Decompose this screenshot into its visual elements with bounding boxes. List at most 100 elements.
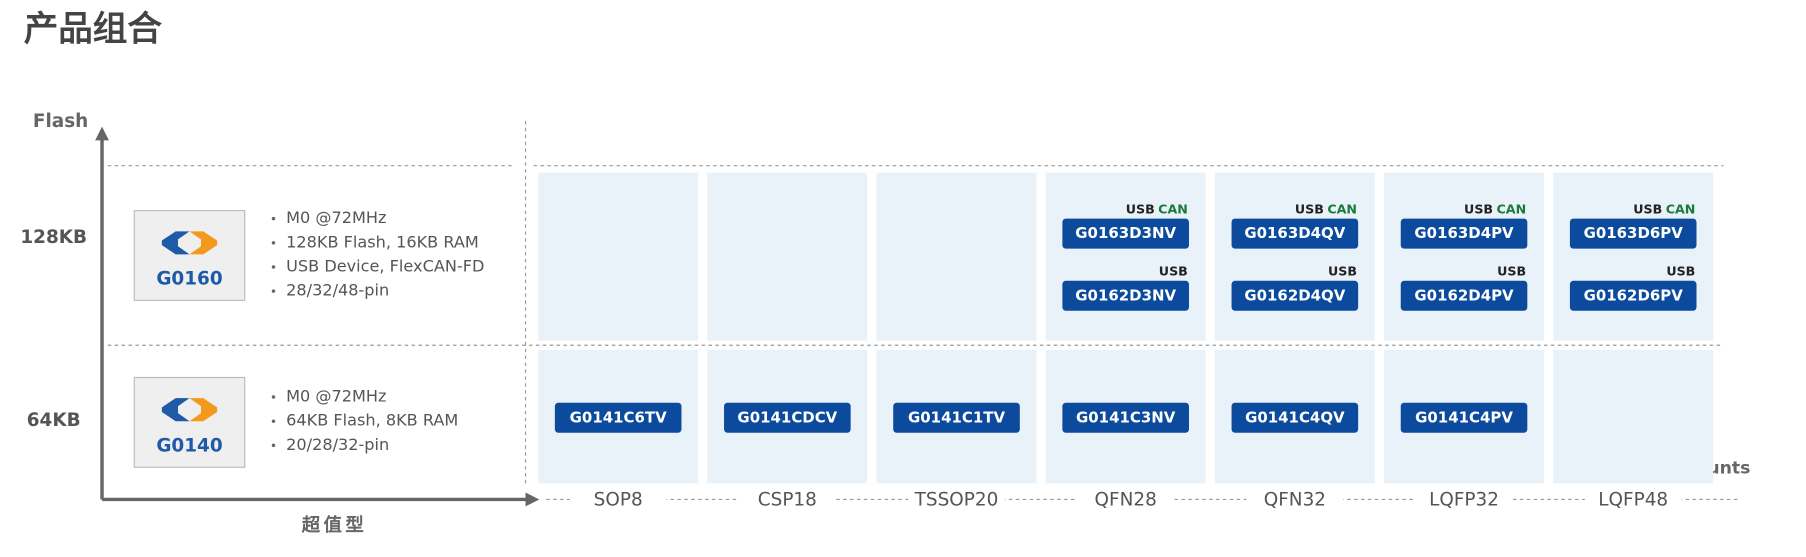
axes (95, 126, 540, 507)
part-button (1062, 402, 1189, 433)
column-label: QFN32 (1264, 490, 1326, 511)
part-tag: USB (1666, 263, 1695, 278)
part-tag: CAN (1158, 201, 1188, 216)
column-label: CSP18 (758, 490, 817, 511)
part-name: G0162D4PV (1414, 286, 1514, 304)
part-name: G0141C4QV (1245, 408, 1345, 426)
part-name: G0141CDCV (737, 408, 837, 426)
part-name: G0141C3NV (1076, 408, 1176, 426)
logo-blue (161, 398, 190, 422)
part-name: G0163D3NV (1075, 224, 1176, 242)
part-tags: USB (1666, 263, 1695, 278)
series-label: 超值型 (301, 514, 368, 536)
label-bg (1246, 487, 1344, 511)
logo-orange (189, 398, 218, 422)
label-bg (569, 487, 667, 511)
matrix: SOP8 CSP18 TSSOP20 QFN28 QFN32 LQFP32 LQFP48 12… (20, 172, 1714, 511)
part-button (1400, 280, 1528, 311)
part-button (893, 402, 1020, 433)
family-feature: 64KB Flash, 8KB RAM (286, 411, 458, 430)
part-name: G0162D6PV (1584, 286, 1684, 304)
part-button (554, 402, 682, 433)
family-feature: M0 @72MHz (286, 387, 386, 406)
bullet (271, 289, 276, 293)
part-tags: USB CAN (1464, 201, 1526, 216)
part-tag: USB (1295, 201, 1324, 216)
bullet (271, 443, 276, 448)
part-tag: CAN (1666, 201, 1696, 216)
cell (707, 172, 868, 341)
part-name: G0141C6TV (570, 408, 667, 426)
part-tag: USB (1464, 201, 1493, 216)
cell (1553, 349, 1714, 484)
cell (538, 172, 699, 341)
page-title: 产品组合 (24, 10, 163, 50)
family-name: G0140 (156, 436, 222, 457)
cell (1553, 172, 1714, 341)
column-label: LQFP32 (1429, 490, 1499, 511)
row-label: 64KB (27, 410, 81, 431)
part-button (1062, 218, 1189, 249)
part-name: G0141C1TV (908, 408, 1005, 426)
cell (1214, 172, 1375, 341)
row-label: 128KB (20, 227, 87, 248)
column-label: QFN28 (1095, 490, 1157, 511)
bullet (271, 265, 276, 269)
family-feature: M0 @72MHz (286, 208, 386, 227)
part-button (1400, 402, 1528, 433)
part-button (724, 402, 851, 433)
family-box (133, 376, 246, 468)
part-tags: USB CAN (1126, 201, 1188, 216)
part-tag: USB (1497, 263, 1526, 278)
part-tag: USB (1159, 263, 1188, 278)
part-tag: USB (1328, 263, 1357, 278)
column-label: SOP8 (594, 490, 643, 511)
part-name: G0163D4QV (1244, 224, 1345, 242)
family-feature: 20/28/32-pin (286, 435, 389, 454)
label-bg (1584, 487, 1682, 511)
part-name: G0162D3NV (1075, 286, 1176, 304)
family-name: G0160 (156, 269, 222, 290)
family-box (133, 210, 246, 301)
logo-blue (161, 231, 190, 255)
part-tags: USB (1497, 263, 1526, 278)
part-tags: USB (1159, 263, 1188, 278)
family-feature: 28/32/48-pin (286, 281, 389, 300)
column-label: TSSOP20 (914, 490, 999, 511)
part-name: G0163D4PV (1414, 224, 1514, 242)
part-button (1231, 218, 1359, 249)
label-bg (908, 487, 1005, 511)
cell (1045, 172, 1206, 341)
label-bg (1415, 487, 1513, 511)
part-tags: USB (1328, 263, 1357, 278)
bullet (271, 395, 276, 399)
part-name: G0162D4QV (1244, 286, 1345, 304)
family-feature: 128KB Flash, 16KB RAM (286, 232, 479, 251)
bullet (271, 216, 276, 221)
bullet (271, 419, 276, 423)
part-button (1231, 402, 1359, 433)
part-button (1569, 218, 1697, 249)
part-button (1569, 280, 1697, 311)
part-button (1062, 280, 1189, 311)
part-tags: USB CAN (1295, 201, 1357, 216)
family-feature: USB Device, FlexCAN-FD (286, 256, 484, 275)
label-bg (739, 487, 836, 511)
logo-orange (189, 231, 218, 255)
bullet (271, 241, 276, 245)
cell (876, 172, 1037, 341)
label-bg (1077, 487, 1175, 511)
part-tag: USB (1633, 201, 1662, 216)
part-tags: USB CAN (1633, 201, 1695, 216)
part-button (1400, 218, 1528, 249)
column-label: LQFP48 (1598, 490, 1668, 511)
y-axis-label: Flash (33, 111, 88, 132)
part-name: G0141C4PV (1415, 408, 1513, 426)
part-name: G0163D6PV (1584, 224, 1684, 242)
part-button (1231, 280, 1359, 311)
part-tag: CAN (1497, 201, 1527, 216)
part-tag: USB (1126, 201, 1155, 216)
cell (1384, 172, 1545, 341)
part-tag: CAN (1327, 201, 1357, 216)
